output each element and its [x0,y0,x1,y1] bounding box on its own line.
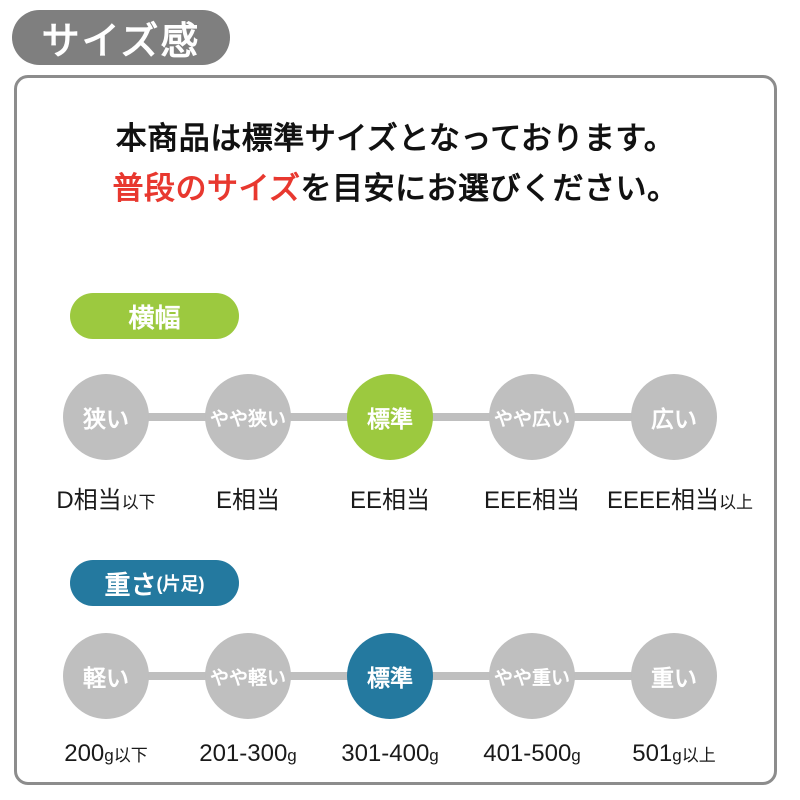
width-section-badge: 横幅 [70,293,239,339]
weight-value-2: 201-300g [181,740,315,768]
width-value-3-main: EE相当 [349,487,430,514]
page-title-badge: サイズ感 [12,10,230,65]
width-badge-label: 横幅 [128,302,181,333]
weight-badge-suffix: (片足) [156,574,205,594]
weight-values-row: 200g以下 201-300g 301-400g 401-500g 501g以上 [39,740,741,768]
weight-value-1: 200g以下 [39,740,173,768]
weight-steps-row: 軽い やや軽い 標準 やや重い 重い [63,633,717,719]
intro-highlight: 普段のサイズ [112,171,301,206]
intro-line-2: 普段のサイズを目安にお選びください。 [17,164,774,214]
weight-value-1-suffix: g以下 [104,746,148,765]
width-value-4-main: EEE相当 [483,487,581,514]
weight-value-2-suffix: g [287,746,297,765]
intro-line-1: 本商品は標準サイズとなっております。 [115,121,676,156]
width-value-3: EE相当 [323,480,457,515]
weight-step-3-active: 標準 [347,633,433,719]
weight-value-5-main: 501 [632,740,673,767]
width-steps-row: 狭い やや狭い 標準 やや広い 広い [63,374,717,460]
weight-step-5: 重い [631,633,717,719]
weight-step-4: やや重い [489,633,575,719]
width-value-5-main: EEEE相当 [607,487,720,514]
weight-section-badge: 重さ (片足) [70,560,239,606]
width-value-2: E相当 [181,480,315,515]
weight-step-2: やや軽い [205,633,291,719]
width-step-2: やや狭い [205,374,291,460]
size-info-panel: 本商品は標準サイズとなっております。 普段のサイズを目安にお選びください。 横幅… [14,75,777,785]
width-value-5: EEEE相当以上 [607,480,753,515]
weight-step-1: 軽い [63,633,149,719]
width-value-2-main: E相当 [215,487,280,514]
width-value-1: D相当以下 [39,480,173,515]
weight-value-3-main: 301-400 [341,740,430,767]
width-step-4: やや広い [489,374,575,460]
weight-value-4-suffix: g [571,746,581,765]
width-value-4: EEE相当 [465,480,599,515]
width-step-1: 狭い [63,374,149,460]
width-values-row: D相当以下 E相当 EE相当 EEE相当 EEEE相当以上 [39,480,753,515]
width-value-5-suffix: 以上 [719,493,754,512]
weight-value-3-suffix: g [429,746,439,765]
weight-value-2-main: 201-300 [199,740,288,767]
weight-value-5-suffix: g以上 [672,746,716,765]
width-value-1-suffix: 以下 [121,493,156,512]
weight-value-4: 401-500g [465,740,599,768]
intro-text: 本商品は標準サイズとなっております。 普段のサイズを目安にお選びください。 [17,114,774,214]
weight-value-4-main: 401-500 [483,740,572,767]
weight-value-5: 501g以上 [607,740,741,768]
weight-badge-label: 重さ [104,569,157,600]
intro-line-2-rest: を目安にお選びください。 [300,171,679,206]
weight-value-1-main: 200 [64,740,105,767]
width-value-1-main: D相当 [56,487,122,514]
weight-value-3: 301-400g [323,740,457,768]
width-step-5: 広い [631,374,717,460]
width-step-3-active: 標準 [347,374,433,460]
